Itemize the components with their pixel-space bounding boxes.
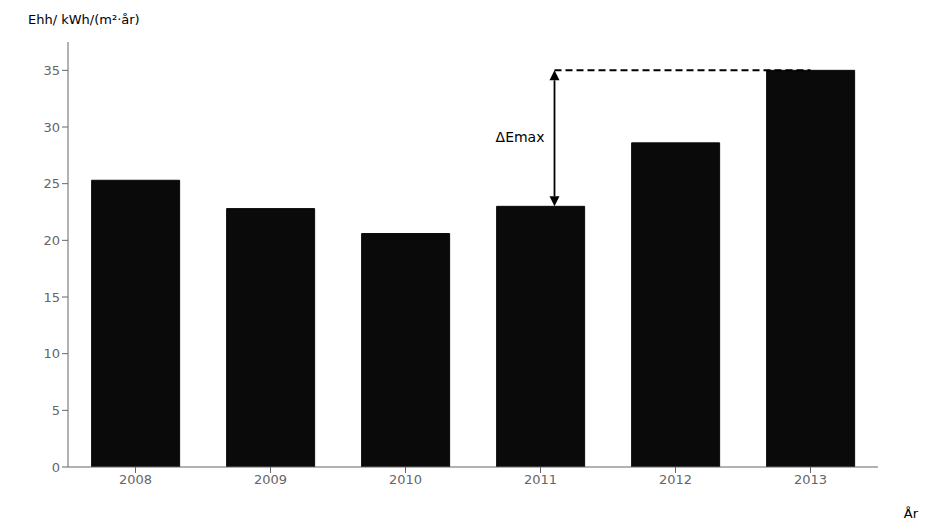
svg-text:2012: 2012	[659, 472, 692, 487]
svg-text:2008: 2008	[119, 472, 152, 487]
svg-text:15: 15	[43, 290, 60, 305]
svg-text:25: 25	[43, 176, 60, 191]
svg-text:2011: 2011	[524, 472, 557, 487]
svg-text:30: 30	[43, 120, 60, 135]
svg-text:5: 5	[52, 403, 60, 418]
svg-text:2009: 2009	[254, 472, 287, 487]
svg-text:ΔEmax: ΔEmax	[496, 129, 545, 145]
html-text:År: År	[903, 506, 918, 521]
html-text:Ehh/ kWh/(m²·år): Ehh/ kWh/(m²·år)	[28, 12, 140, 27]
svg-text:2010: 2010	[389, 472, 422, 487]
svg-text:10: 10	[43, 346, 60, 361]
svg-text:35: 35	[43, 63, 60, 78]
svg-text:2013: 2013	[794, 472, 827, 487]
svg-text:0: 0	[52, 460, 60, 475]
svg-text:20: 20	[43, 233, 60, 248]
